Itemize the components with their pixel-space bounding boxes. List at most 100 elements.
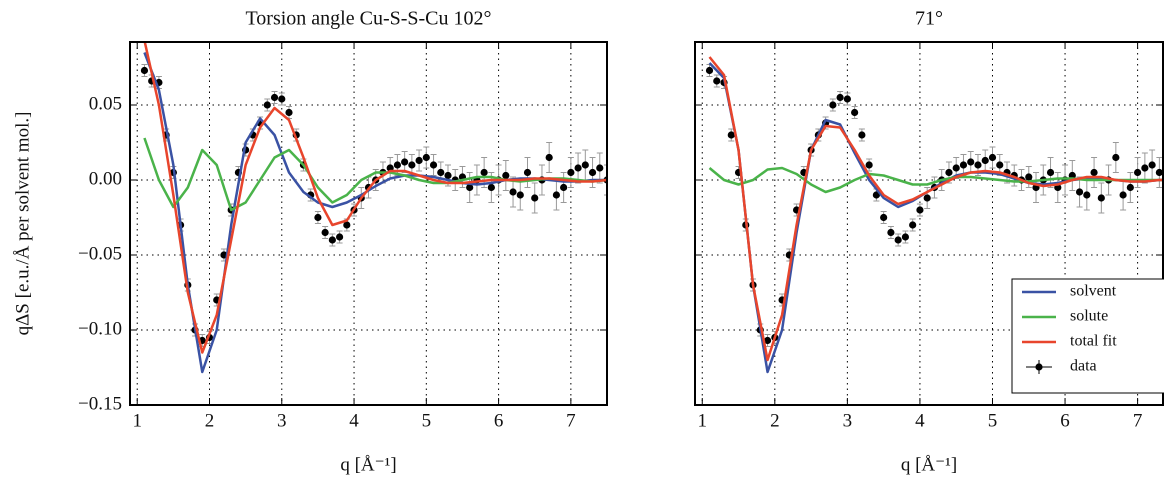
data-point [1134,168,1142,177]
y-tick-label: 0.00 [89,168,122,189]
data-point [278,95,286,103]
data-point [523,168,532,177]
data-point [321,228,329,237]
data-point [1112,153,1120,162]
data-point [923,194,931,202]
data-point [314,213,322,222]
data-point [480,168,488,177]
data-point [466,183,474,192]
data-point [763,336,772,345]
x-tick-label: 4 [915,410,925,431]
x-tick-label: 5 [988,410,998,431]
data-point [263,101,271,109]
data-point [408,161,416,169]
chart-title: Torsion angle Cu-S-S-Cu 102° [245,8,491,30]
data-point [531,194,539,202]
data-point [1075,188,1084,196]
x-tick-label: 7 [1133,410,1143,431]
series-line [708,62,1164,374]
data-point [328,236,336,244]
plot-area [140,42,608,374]
data-point [552,191,561,199]
data-point [894,236,902,244]
data-point [1119,191,1127,199]
x-tick-label: 1 [132,410,142,431]
data-point [1155,168,1163,177]
data-point [727,131,735,139]
data-point [713,77,721,85]
data-point [959,161,968,169]
data-point [880,213,888,222]
data-point [502,171,510,180]
series-line [708,166,1164,194]
y-axis-label: qΔS [e.u./Å per solvent mol.] [12,112,33,336]
data-point [945,168,953,177]
series-line [708,56,1164,362]
x-tick-label: 5 [422,410,432,431]
axes-frame [694,41,1164,406]
legend-box [1011,278,1164,394]
data-point [588,168,597,177]
legend-label: data [1070,358,1097,375]
data-point [1083,191,1091,199]
data-point [901,233,910,241]
data-point [843,95,851,103]
y-tick-label: −0.15 [78,393,122,414]
data-point [1148,161,1156,169]
axes-frame [129,41,608,406]
data-point [560,183,568,192]
x-axis-label: q [Å⁻¹] [901,454,957,475]
chart-title: 71° [915,8,943,30]
data-point [422,153,430,162]
data-point [952,164,960,172]
data-point [916,206,924,214]
data-point [581,161,589,169]
data-point [887,228,895,237]
data-point [343,221,351,229]
data-point [829,101,837,109]
data-point [851,108,859,117]
legend-label: solute [1070,308,1108,325]
data-point [988,153,997,162]
data-point [516,191,524,199]
x-tick-label: 1 [698,410,708,431]
x-tick-label: 2 [205,410,215,431]
y-tick-label: −0.05 [78,243,122,264]
data-point [967,158,975,166]
data-point [981,156,989,165]
data-point [415,156,423,165]
x-tick-label: 2 [770,410,780,431]
data-point [401,158,409,166]
legend-label: solvent [1070,283,1117,300]
data-point [335,233,344,241]
x-tick-label: 7 [566,410,576,431]
legend-label: total fit [1070,333,1117,350]
data-point [393,161,402,169]
data-point [705,66,714,75]
x-tick-label: 3 [277,410,287,431]
data-point [1126,183,1134,192]
data-point [858,131,866,139]
data-point [270,93,279,102]
data-point [836,93,844,102]
data-point [596,164,604,172]
data-point [429,161,438,169]
x-tick-label: 6 [1060,410,1070,431]
data-point [1025,173,1033,181]
data-point [487,183,495,192]
data-point [574,164,582,172]
series-line [143,137,608,212]
data-point [444,171,452,180]
data-point [437,168,445,177]
data-point [1141,164,1149,172]
data-point [909,221,917,229]
y-tick-label: −0.10 [78,318,122,339]
x-tick-label: 3 [843,410,853,431]
data-point [285,108,293,117]
plot-area [705,56,1164,374]
x-tick-label: 4 [349,410,359,431]
x-tick-label: 6 [494,410,504,431]
y-tick-label: 0.05 [89,93,122,114]
